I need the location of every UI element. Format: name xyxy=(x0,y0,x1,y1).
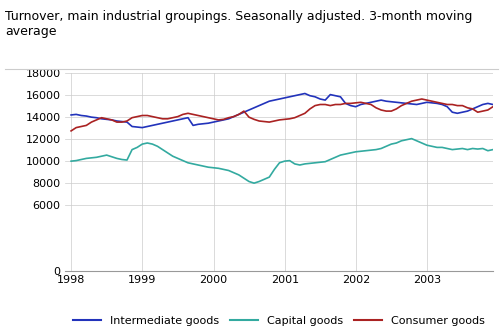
Text: Turnover, main industrial groupings. Seasonally adjusted. 3-month moving average: Turnover, main industrial groupings. Sea… xyxy=(5,10,472,38)
Legend: Intermediate goods, Capital goods, Consumer goods: Intermediate goods, Capital goods, Consu… xyxy=(69,312,489,330)
